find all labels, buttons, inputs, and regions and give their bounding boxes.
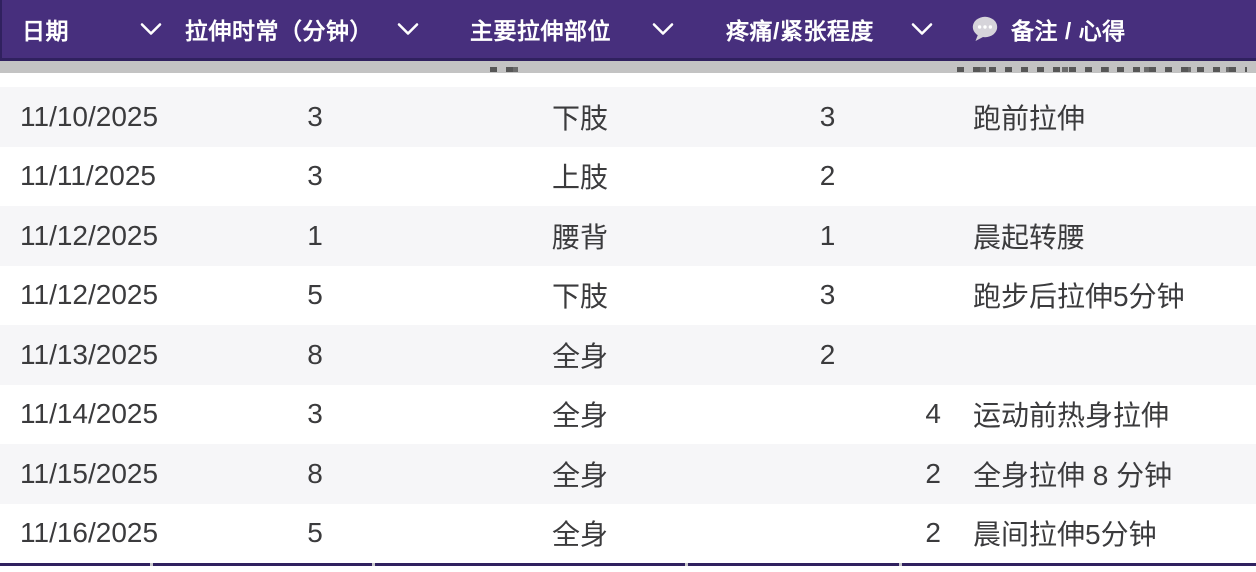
cell-pain[interactable]: 2 xyxy=(700,147,955,207)
cell-area[interactable]: 下肢 xyxy=(460,266,700,326)
cell-pain[interactable]: 3 xyxy=(700,87,955,147)
column-header-date: 日期 xyxy=(22,12,69,46)
clipped-text-fragment xyxy=(490,67,518,72)
cell-pain[interactable]: 2 xyxy=(700,325,955,385)
cell-note[interactable]: 运动前热身拉伸 xyxy=(955,385,1256,445)
clipped-row-remnant[interactable] xyxy=(0,61,1256,73)
cell-duration[interactable]: 8 xyxy=(170,444,460,504)
cell-date[interactable]: 11/12/2025 xyxy=(0,206,170,266)
cell-duration[interactable]: 3 xyxy=(170,87,460,147)
cell-area[interactable]: 全身 xyxy=(460,444,700,504)
table-body: 11/10/2025 3 下肢 3 跑前拉伸 11/11/2025 3 上肢 2… xyxy=(0,87,1256,563)
table-row[interactable]: 11/15/2025 8 全身 2 全身拉伸 8 分钟 xyxy=(0,444,1256,504)
table-row[interactable]: 11/12/2025 5 下肢 3 跑步后拉伸5分钟 xyxy=(0,266,1256,326)
cell-date[interactable]: 11/11/2025 xyxy=(0,147,170,207)
cell-pain[interactable]: 3 xyxy=(700,266,955,326)
cell-date[interactable]: 11/16/2025 xyxy=(0,504,170,564)
cell-date[interactable]: 11/10/2025 xyxy=(0,87,170,147)
cell-date[interactable]: 11/14/2025 xyxy=(0,385,170,445)
area-below-table xyxy=(0,566,1256,572)
cell-pain[interactable]: 4 xyxy=(700,385,955,445)
chevron-down-icon[interactable] xyxy=(911,23,933,36)
cell-date[interactable]: 11/12/2025 xyxy=(0,266,170,326)
comment-bubble-icon xyxy=(971,16,999,43)
cell-date[interactable]: 11/13/2025 xyxy=(0,325,170,385)
table-row[interactable]: 11/10/2025 3 下肢 3 跑前拉伸 xyxy=(0,87,1256,147)
cell-date[interactable]: 11/15/2025 xyxy=(0,444,170,504)
column-header-notes: 备注 / 心得 xyxy=(1011,12,1126,46)
cell-pain[interactable]: 2 xyxy=(700,444,955,504)
cell-duration[interactable]: 5 xyxy=(170,504,460,564)
cell-pain[interactable]: 1 xyxy=(700,206,955,266)
column-header-pain: 疼痛/紧张程度 xyxy=(726,12,874,46)
cell-pain[interactable]: 2 xyxy=(700,504,955,564)
clipped-row-gap xyxy=(0,73,1256,87)
table-row[interactable]: 11/14/2025 3 全身 4 运动前热身拉伸 xyxy=(0,385,1256,445)
cell-duration[interactable]: 3 xyxy=(170,147,460,207)
cell-duration[interactable]: 1 xyxy=(170,206,460,266)
cell-duration[interactable]: 8 xyxy=(170,325,460,385)
cell-note[interactable]: 跑步后拉伸5分钟 xyxy=(955,266,1256,326)
cell-note[interactable]: 晨起转腰 xyxy=(955,206,1256,266)
cell-area[interactable]: 全身 xyxy=(460,504,700,564)
cell-area[interactable]: 腰背 xyxy=(460,206,700,266)
table-row[interactable]: 11/13/2025 8 全身 2 xyxy=(0,325,1256,385)
cell-note[interactable]: 晨间拉伸5分钟 xyxy=(955,504,1256,564)
table-row[interactable]: 11/11/2025 3 上肢 2 xyxy=(0,147,1256,207)
cell-note[interactable]: 全身拉伸 8 分钟 xyxy=(955,444,1256,504)
chevron-down-icon[interactable] xyxy=(397,23,419,36)
clipped-text-fragment xyxy=(957,67,1247,72)
cell-duration[interactable]: 5 xyxy=(170,266,460,326)
cell-note[interactable]: 跑前拉伸 xyxy=(955,87,1256,147)
column-header-area: 主要拉伸部位 xyxy=(470,12,611,46)
cell-area[interactable]: 上肢 xyxy=(460,147,700,207)
cell-note[interactable] xyxy=(955,147,1256,207)
chevron-down-icon[interactable] xyxy=(652,23,674,36)
table-header: 日期 拉伸时常（分钟） 主要拉伸部位 疼痛/紧张程度 备注 / 心得 xyxy=(0,0,1256,58)
cell-duration[interactable]: 3 xyxy=(170,385,460,445)
cell-note[interactable] xyxy=(955,325,1256,385)
cell-area[interactable]: 下肢 xyxy=(460,87,700,147)
column-header-duration: 拉伸时常（分钟） xyxy=(185,12,373,46)
table-row[interactable]: 11/12/2025 1 腰背 1 晨起转腰 xyxy=(0,206,1256,266)
chevron-down-icon[interactable] xyxy=(140,23,162,36)
table-row[interactable]: 11/16/2025 5 全身 2 晨间拉伸5分钟 xyxy=(0,504,1256,564)
cell-area[interactable]: 全身 xyxy=(460,325,700,385)
cell-area[interactable]: 全身 xyxy=(460,385,700,445)
